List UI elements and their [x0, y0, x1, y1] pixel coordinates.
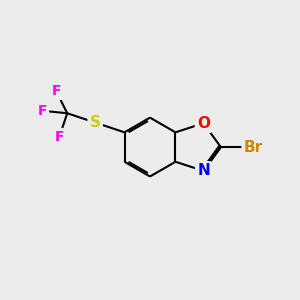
Text: N: N	[197, 164, 210, 178]
Text: S: S	[90, 115, 101, 130]
Text: F: F	[38, 104, 47, 118]
Text: F: F	[55, 130, 64, 144]
Text: F: F	[51, 84, 61, 98]
Text: Br: Br	[244, 140, 263, 154]
Text: O: O	[197, 116, 210, 131]
